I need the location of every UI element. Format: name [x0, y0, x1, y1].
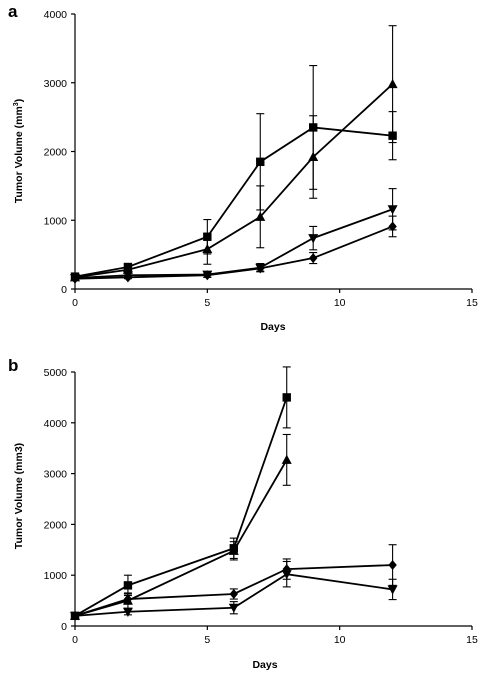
- y-tick-label: 4000: [44, 9, 68, 21]
- y-tick-label: 3000: [44, 78, 68, 90]
- series-line: [74, 397, 288, 617]
- data-point: [229, 588, 238, 599]
- data-point: [70, 273, 80, 284]
- x-axis-title-a: Days: [260, 321, 285, 333]
- data-point: [387, 205, 398, 215]
- x-tick-label: 15: [466, 297, 478, 309]
- series-a-diamond: [70, 215, 397, 284]
- data-point: [228, 603, 239, 613]
- data-point: [255, 211, 266, 221]
- chart-panel-b: b Days Tumor Volume (mm3) 0 5 10 15 0 1000 200…: [8, 356, 478, 671]
- series-a-triangle: [70, 25, 398, 282]
- plot-area-a: [70, 25, 398, 284]
- data-point: [256, 263, 265, 274]
- data-point: [123, 581, 133, 590]
- plot-area-b: [70, 366, 398, 622]
- x-tick-label: 10: [334, 297, 346, 309]
- y-tick-label: 0: [61, 284, 67, 296]
- data-point: [228, 545, 239, 555]
- series-line: [74, 225, 393, 280]
- data-point: [308, 151, 319, 161]
- data-point: [387, 78, 398, 89]
- y-tick-label: 1000: [44, 570, 68, 582]
- data-point: [388, 221, 397, 232]
- x-tick-label: 10: [334, 634, 346, 646]
- x-tick-label: 5: [204, 297, 210, 309]
- series-a-square: [70, 65, 397, 281]
- series-b-triangle-down: [70, 560, 398, 622]
- data-point: [70, 611, 80, 622]
- data-point: [123, 594, 133, 605]
- y-tick-label: 3000: [44, 469, 68, 481]
- data-point: [309, 253, 318, 264]
- y-tick-label: 4000: [44, 418, 68, 430]
- y-tick-label: 2000: [44, 147, 68, 159]
- data-point: [122, 607, 133, 617]
- x-tick-label: 15: [466, 634, 478, 646]
- x-tick-label: 0: [72, 297, 78, 309]
- y-axis-title-b: Tumor Volume (mm3): [13, 443, 25, 549]
- y-tick-label: 1000: [44, 215, 68, 227]
- panel-label-a: a: [8, 2, 18, 21]
- ticks-a: 0 5 10 15 0 1000 2000 3000 4000: [44, 9, 478, 309]
- chart-panel-a: a Days Tumor Volume (mm3) 0 5 10 15 0 1000 200…: [8, 2, 478, 333]
- data-point: [203, 270, 212, 281]
- data-point: [256, 157, 265, 167]
- data-point: [282, 393, 291, 402]
- x-axis-title-b: Days: [252, 659, 277, 671]
- ticks-b: 0 5 10 15 0 1000 2000 3000 4000 5000: [44, 367, 478, 646]
- y-tick-label: 0: [61, 621, 67, 633]
- data-point: [281, 570, 292, 580]
- data-point: [202, 243, 213, 254]
- series-line: [74, 126, 393, 278]
- y-axis-title-a: Tumor Volume (mm3): [13, 99, 25, 203]
- y-tick-label: 5000: [44, 367, 68, 379]
- x-tick-label: 5: [204, 634, 210, 646]
- series-line: [74, 83, 394, 279]
- y-tick-label: 2000: [44, 519, 68, 531]
- x-tick-label: 0: [72, 634, 78, 646]
- data-point: [388, 560, 397, 571]
- data-point: [387, 585, 398, 595]
- panel-label-b: b: [8, 356, 18, 375]
- data-point: [281, 454, 292, 464]
- data-point: [123, 272, 133, 283]
- series-line: [74, 459, 288, 617]
- data-point: [308, 234, 319, 244]
